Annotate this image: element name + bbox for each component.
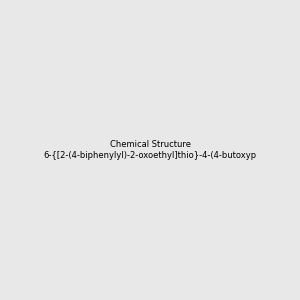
Text: Chemical Structure
6-{[2-(4-biphenylyl)-2-oxoethyl]thio}-4-(4-butoxyp: Chemical Structure 6-{[2-(4-biphenylyl)-… (44, 140, 256, 160)
